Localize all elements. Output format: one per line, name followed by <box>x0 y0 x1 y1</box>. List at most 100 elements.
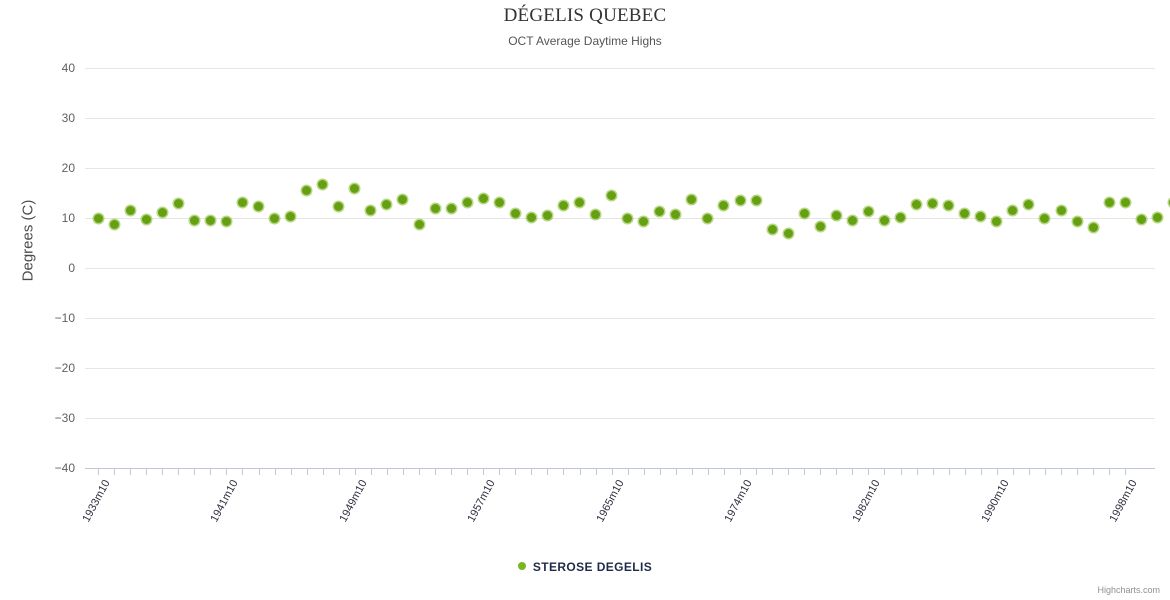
data-point[interactable] <box>542 210 552 220</box>
data-point[interactable] <box>1024 200 1034 209</box>
data-point[interactable] <box>93 213 103 223</box>
data-point[interactable] <box>575 198 584 207</box>
data-point[interactable] <box>607 191 617 200</box>
x-axis-tick-label: 1982m10 <box>850 478 883 525</box>
x-axis-tick <box>723 469 725 475</box>
x-axis-tick <box>1061 469 1062 475</box>
x-axis-tick <box>691 469 693 475</box>
data-point[interactable] <box>414 219 424 229</box>
data-point[interactable] <box>494 197 504 207</box>
data-point[interactable] <box>912 199 922 209</box>
y-axis-tick-label: 30 <box>61 111 75 125</box>
data-point[interactable] <box>976 211 986 221</box>
data-point[interactable] <box>671 209 681 219</box>
data-point[interactable] <box>334 201 344 211</box>
data-point[interactable] <box>703 213 713 223</box>
data-point[interactable] <box>831 211 841 220</box>
x-axis-tick <box>370 469 372 475</box>
data-point[interactable] <box>366 205 376 215</box>
x-axis-tick <box>595 469 597 475</box>
x-axis-tick <box>756 469 758 475</box>
data-point[interactable] <box>382 199 392 209</box>
data-point[interactable] <box>286 211 296 221</box>
x-axis-tick <box>194 469 196 475</box>
x-axis-tick-label: 1933m10 <box>80 478 113 525</box>
data-point[interactable] <box>1168 198 1170 207</box>
data-point[interactable] <box>478 193 488 203</box>
x-axis-tick <box>226 469 228 475</box>
data-point[interactable] <box>1008 206 1018 215</box>
data-point[interactable] <box>1136 214 1146 224</box>
data-point[interactable] <box>1104 197 1114 207</box>
data-point[interactable] <box>462 197 472 207</box>
x-axis-tick <box>884 469 886 475</box>
data-point[interactable] <box>591 209 601 219</box>
data-point[interactable] <box>655 206 665 216</box>
x-axis-tick-label: 1957m10 <box>465 478 498 525</box>
data-point[interactable] <box>944 201 954 210</box>
data-point[interactable] <box>398 195 408 204</box>
plot-area <box>85 68 1170 469</box>
data-point[interactable] <box>992 217 1002 226</box>
gridline <box>85 418 1155 419</box>
data-point[interactable] <box>687 194 697 204</box>
data-point[interactable] <box>125 205 135 215</box>
data-point[interactable] <box>237 197 247 207</box>
data-point[interactable] <box>430 203 440 213</box>
x-axis-tick <box>788 469 790 475</box>
data-point[interactable] <box>863 206 873 216</box>
data-point[interactable] <box>526 212 536 222</box>
data-point[interactable] <box>960 208 970 218</box>
x-axis-tick <box>419 469 420 475</box>
data-point[interactable] <box>173 199 183 208</box>
data-point[interactable] <box>751 196 761 205</box>
data-point[interactable] <box>928 198 938 208</box>
data-point[interactable] <box>302 186 312 195</box>
data-point[interactable] <box>157 207 167 217</box>
data-point[interactable] <box>510 208 520 218</box>
data-point[interactable] <box>1056 206 1066 215</box>
x-axis-tick <box>964 469 966 475</box>
credits-link[interactable]: Highcharts.com <box>1097 585 1160 595</box>
data-point[interactable] <box>799 208 809 218</box>
data-point[interactable] <box>446 204 456 213</box>
data-point[interactable] <box>1088 222 1098 232</box>
data-point[interactable] <box>735 196 745 205</box>
data-point[interactable] <box>109 220 119 229</box>
data-point[interactable] <box>719 201 729 210</box>
data-point[interactable] <box>1040 213 1050 223</box>
data-point[interactable] <box>1152 213 1162 222</box>
data-point[interactable] <box>1120 198 1130 207</box>
x-axis-tick <box>1093 469 1095 475</box>
data-point[interactable] <box>221 217 231 226</box>
x-axis-tick <box>290 469 292 475</box>
x-axis-tick <box>242 469 244 475</box>
data-point[interactable] <box>847 215 857 225</box>
data-point[interactable] <box>318 179 328 189</box>
x-axis-tick <box>980 469 982 475</box>
x-axis-tick <box>467 469 469 475</box>
data-point[interactable] <box>783 228 793 238</box>
data-point[interactable] <box>270 213 280 223</box>
data-point[interactable] <box>254 201 263 211</box>
data-point[interactable] <box>205 215 215 225</box>
data-point[interactable] <box>639 217 649 226</box>
x-axis-tick-label: 1974m10 <box>722 478 755 525</box>
data-point[interactable] <box>623 213 633 223</box>
data-point[interactable] <box>141 215 151 224</box>
x-axis-tick-label: 1965m10 <box>594 478 627 525</box>
data-point[interactable] <box>189 216 199 225</box>
x-axis-tick <box>900 469 902 475</box>
data-point[interactable] <box>896 212 905 222</box>
legend-item-sterose-degelis[interactable]: STEROSE DEGELIS <box>517 560 652 574</box>
data-point[interactable] <box>767 224 777 234</box>
gridline <box>85 318 1155 319</box>
data-point[interactable] <box>879 216 889 225</box>
data-point[interactable] <box>815 221 825 231</box>
x-axis-tick-label: 1998m10 <box>1107 478 1140 525</box>
data-point[interactable] <box>350 183 360 193</box>
data-point[interactable] <box>558 201 568 210</box>
x-axis-tick <box>1077 469 1079 475</box>
data-point[interactable] <box>1072 217 1082 226</box>
